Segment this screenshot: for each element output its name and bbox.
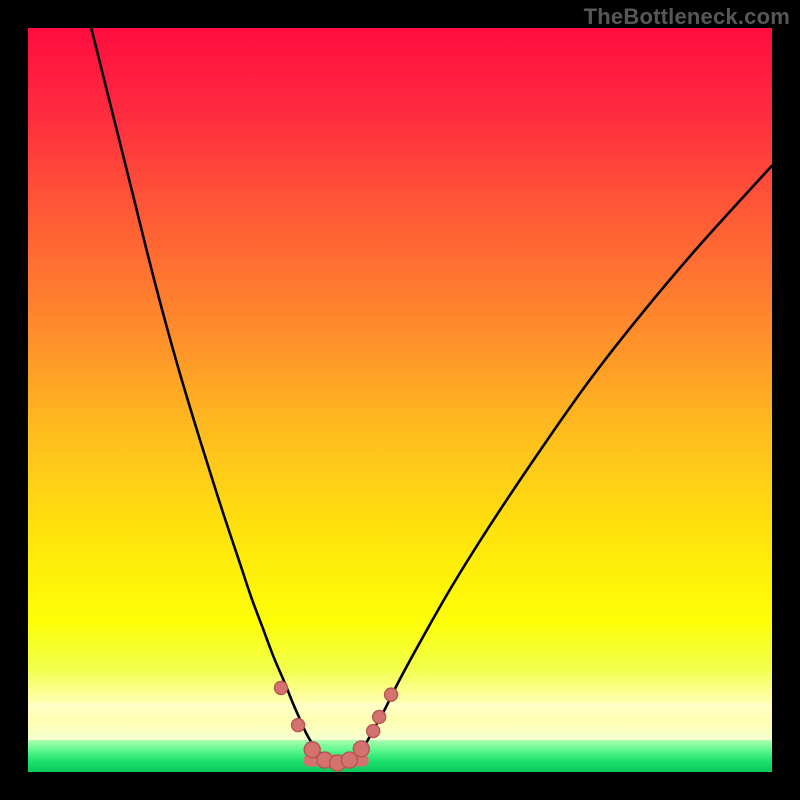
curve-marker (385, 688, 398, 701)
curve-marker (353, 741, 369, 757)
curve-marker (367, 725, 380, 738)
watermark-text: TheBottleneck.com (584, 4, 790, 30)
curve-markers (274, 681, 397, 771)
chart-stage: TheBottleneck.com (0, 0, 800, 800)
bottleneck-curve-plot (0, 0, 800, 800)
v-curve-line (91, 28, 772, 763)
curve-marker (274, 681, 287, 694)
curve-marker (373, 710, 386, 723)
curve-marker (292, 719, 305, 732)
